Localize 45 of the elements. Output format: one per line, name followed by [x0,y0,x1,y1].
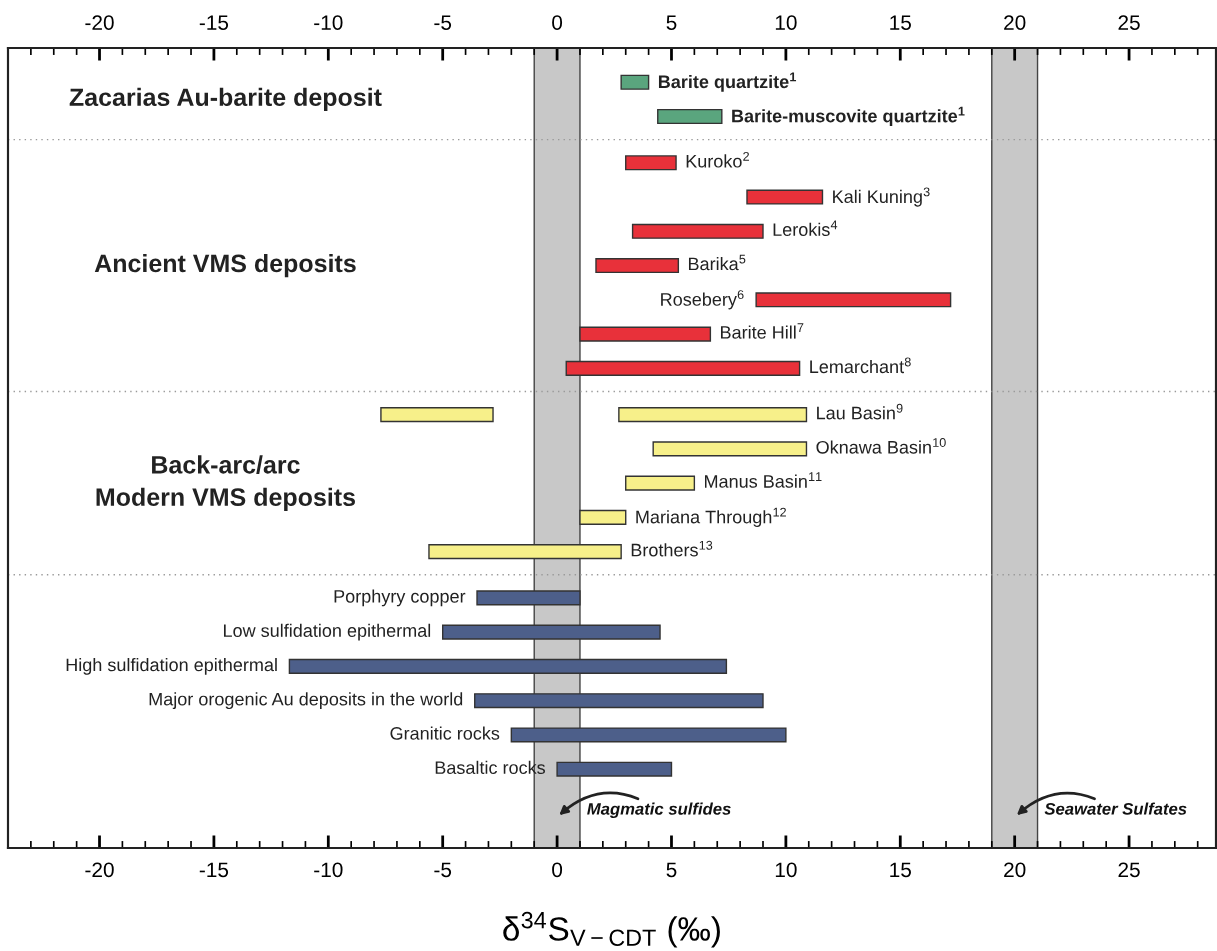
x2-tick-label: -15 [199,862,229,878]
y-tick-label: Lerokis$^{4}$ [773,220,838,236]
y-tick-label: Kuroko$^{2}$ [686,151,749,168]
x2-tick-label: 15 [890,862,911,878]
y-tick-label: Barika$^{5}$ [688,254,746,271]
x-tick-label: 15 [890,15,911,30]
x2-tick-label: 10 [775,862,797,878]
x2-tick-label: 20 [1004,862,1026,878]
x2-tick-label: 0 [552,862,563,878]
x-tick-label: 5 [666,15,677,30]
y-tick-label: Kali Kuning$^{3}$ [833,187,930,207]
x2-tick-label: -20 [85,862,114,878]
annotation: Ancient VMS deposits [94,253,356,278]
x2-tick-label: -10 [314,862,343,878]
y-tick-label: Barite Hill$^{7}$ [721,323,804,339]
y-tick-label: Barite quartzite$^{1}$ [658,72,797,92]
y-tick-label: Low sulfidation epithermal [223,623,431,641]
x-tick-label: 10 [775,15,797,30]
annotation: Zacarias Au-barite deposit [69,87,382,112]
annotation: Back-arc/arc Modern VMS deposits [96,455,355,511]
y-tick-label: Porphyry copper [334,589,466,607]
x-axis-title: δ$^{34}$S$_{V−CDT}$ (‰) [503,911,720,948]
x-tick-label: -15 [199,15,229,30]
x-tick-label: 0 [552,15,563,30]
y-tick-label: Lau Basin$^{9}$ [817,403,903,420]
band-label: Magmatic sulfides [587,802,731,819]
y-tick-label: Lemarchant$^{8}$ [810,357,911,374]
band-label: Seawater Sulfates [1044,802,1187,815]
y-tick-label: Mariana Through$^{12}$ [636,507,786,527]
x2-tick-label: 25 [1118,862,1140,878]
y-tick-label: Brothers$^{13}$ [631,540,713,557]
y-tick-label: Major orogenic Au deposits in the world [149,692,463,710]
y-tick-label: Barite-muscovite quartzite$^{1}$ [732,106,965,126]
y-tick-label: Granitic rocks [390,726,500,740]
x2-tick-label: 5 [666,862,677,878]
y-tick-label: Rosebery$^{6}$ [661,290,744,310]
y-tick-label: Manus Basin$^{11}$ [705,472,822,488]
x-tick-label: -5 [434,15,452,30]
x2-tick-label: -5 [434,862,452,878]
y-tick-label: High sulfidation epithermal [66,658,277,675]
x-tick-label: 25 [1118,15,1140,30]
x-tick-label: -10 [314,15,343,30]
y-tick-label: Oknawa Basin$^{10}$ [816,438,946,454]
x-tick-label: 20 [1004,15,1026,30]
x-tick-label: -20 [85,15,114,30]
